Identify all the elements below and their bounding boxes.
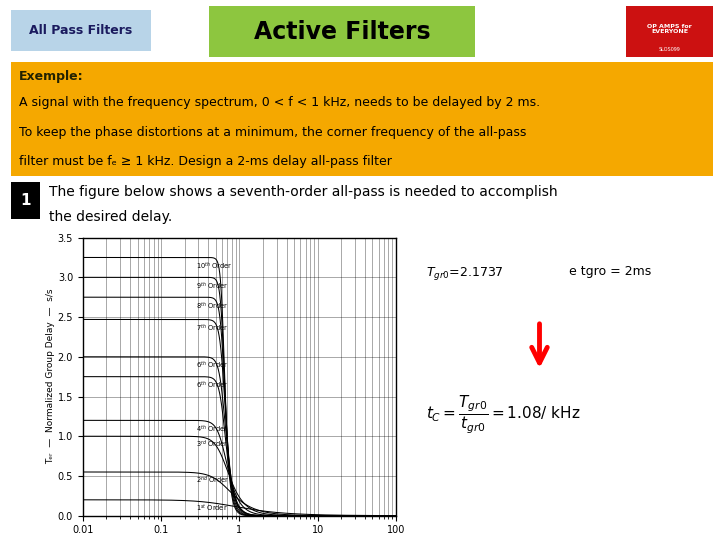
Text: 3$^{rd}$ Order: 3$^{rd}$ Order [196, 438, 228, 450]
Text: e tgro = 2ms: e tgro = 2ms [570, 265, 652, 279]
Text: the desired delay.: the desired delay. [49, 210, 172, 224]
Text: OP AMPS for
EVERYONE: OP AMPS for EVERYONE [647, 24, 692, 35]
Text: All Pass Filters: All Pass Filters [30, 24, 132, 37]
Text: Active Filters: Active Filters [253, 19, 431, 44]
Text: 9$^{th}$ Order: 9$^{th}$ Order [196, 280, 228, 291]
Text: 1$^{st}$ Order: 1$^{st}$ Order [196, 502, 228, 513]
Text: Exemple:: Exemple: [19, 70, 84, 83]
Text: A signal with the frequency spectrum, 0 < f < 1 kHz, needs to be delayed by 2 ms: A signal with the frequency spectrum, 0 … [19, 96, 540, 109]
Text: 6$^{th}$ Order: 6$^{th}$ Order [196, 379, 228, 390]
Text: $T_{gr0}$=2.1737: $T_{gr0}$=2.1737 [426, 265, 504, 282]
Y-axis label: Tₑᵣ  —  Normalized Group Delay  —  s/s: Tₑᵣ — Normalized Group Delay — s/s [46, 289, 55, 464]
Text: $t_C = \dfrac{T_{gr0}}{t_{gr0}} = 1.08/\ \mathrm{kHz}$: $t_C = \dfrac{T_{gr0}}{t_{gr0}} = 1.08/\… [426, 393, 580, 436]
Text: To keep the phase distortions at a minimum, the corner frequency of the all-pass: To keep the phase distortions at a minim… [19, 126, 526, 139]
Text: 1: 1 [20, 193, 30, 208]
Text: 2$^{nd}$ Order: 2$^{nd}$ Order [196, 474, 230, 485]
Text: 10$^{th}$ Order: 10$^{th}$ Order [196, 260, 233, 271]
Text: 8$^{th}$ Order: 8$^{th}$ Order [196, 300, 228, 310]
Text: 7$^{th}$ Order: 7$^{th}$ Order [196, 322, 228, 333]
Text: SLOS099: SLOS099 [659, 46, 680, 52]
Text: The figure below shows a seventh-order all-pass is needed to accomplish: The figure below shows a seventh-order a… [49, 186, 557, 199]
Text: filter must be fₑ ≥ 1 kHz. Design a 2-ms delay all-pass filter: filter must be fₑ ≥ 1 kHz. Design a 2-ms… [19, 155, 392, 168]
Text: 4$^{th}$ Order: 4$^{th}$ Order [196, 423, 228, 434]
Text: 6$^{th}$ Order: 6$^{th}$ Order [196, 359, 228, 370]
